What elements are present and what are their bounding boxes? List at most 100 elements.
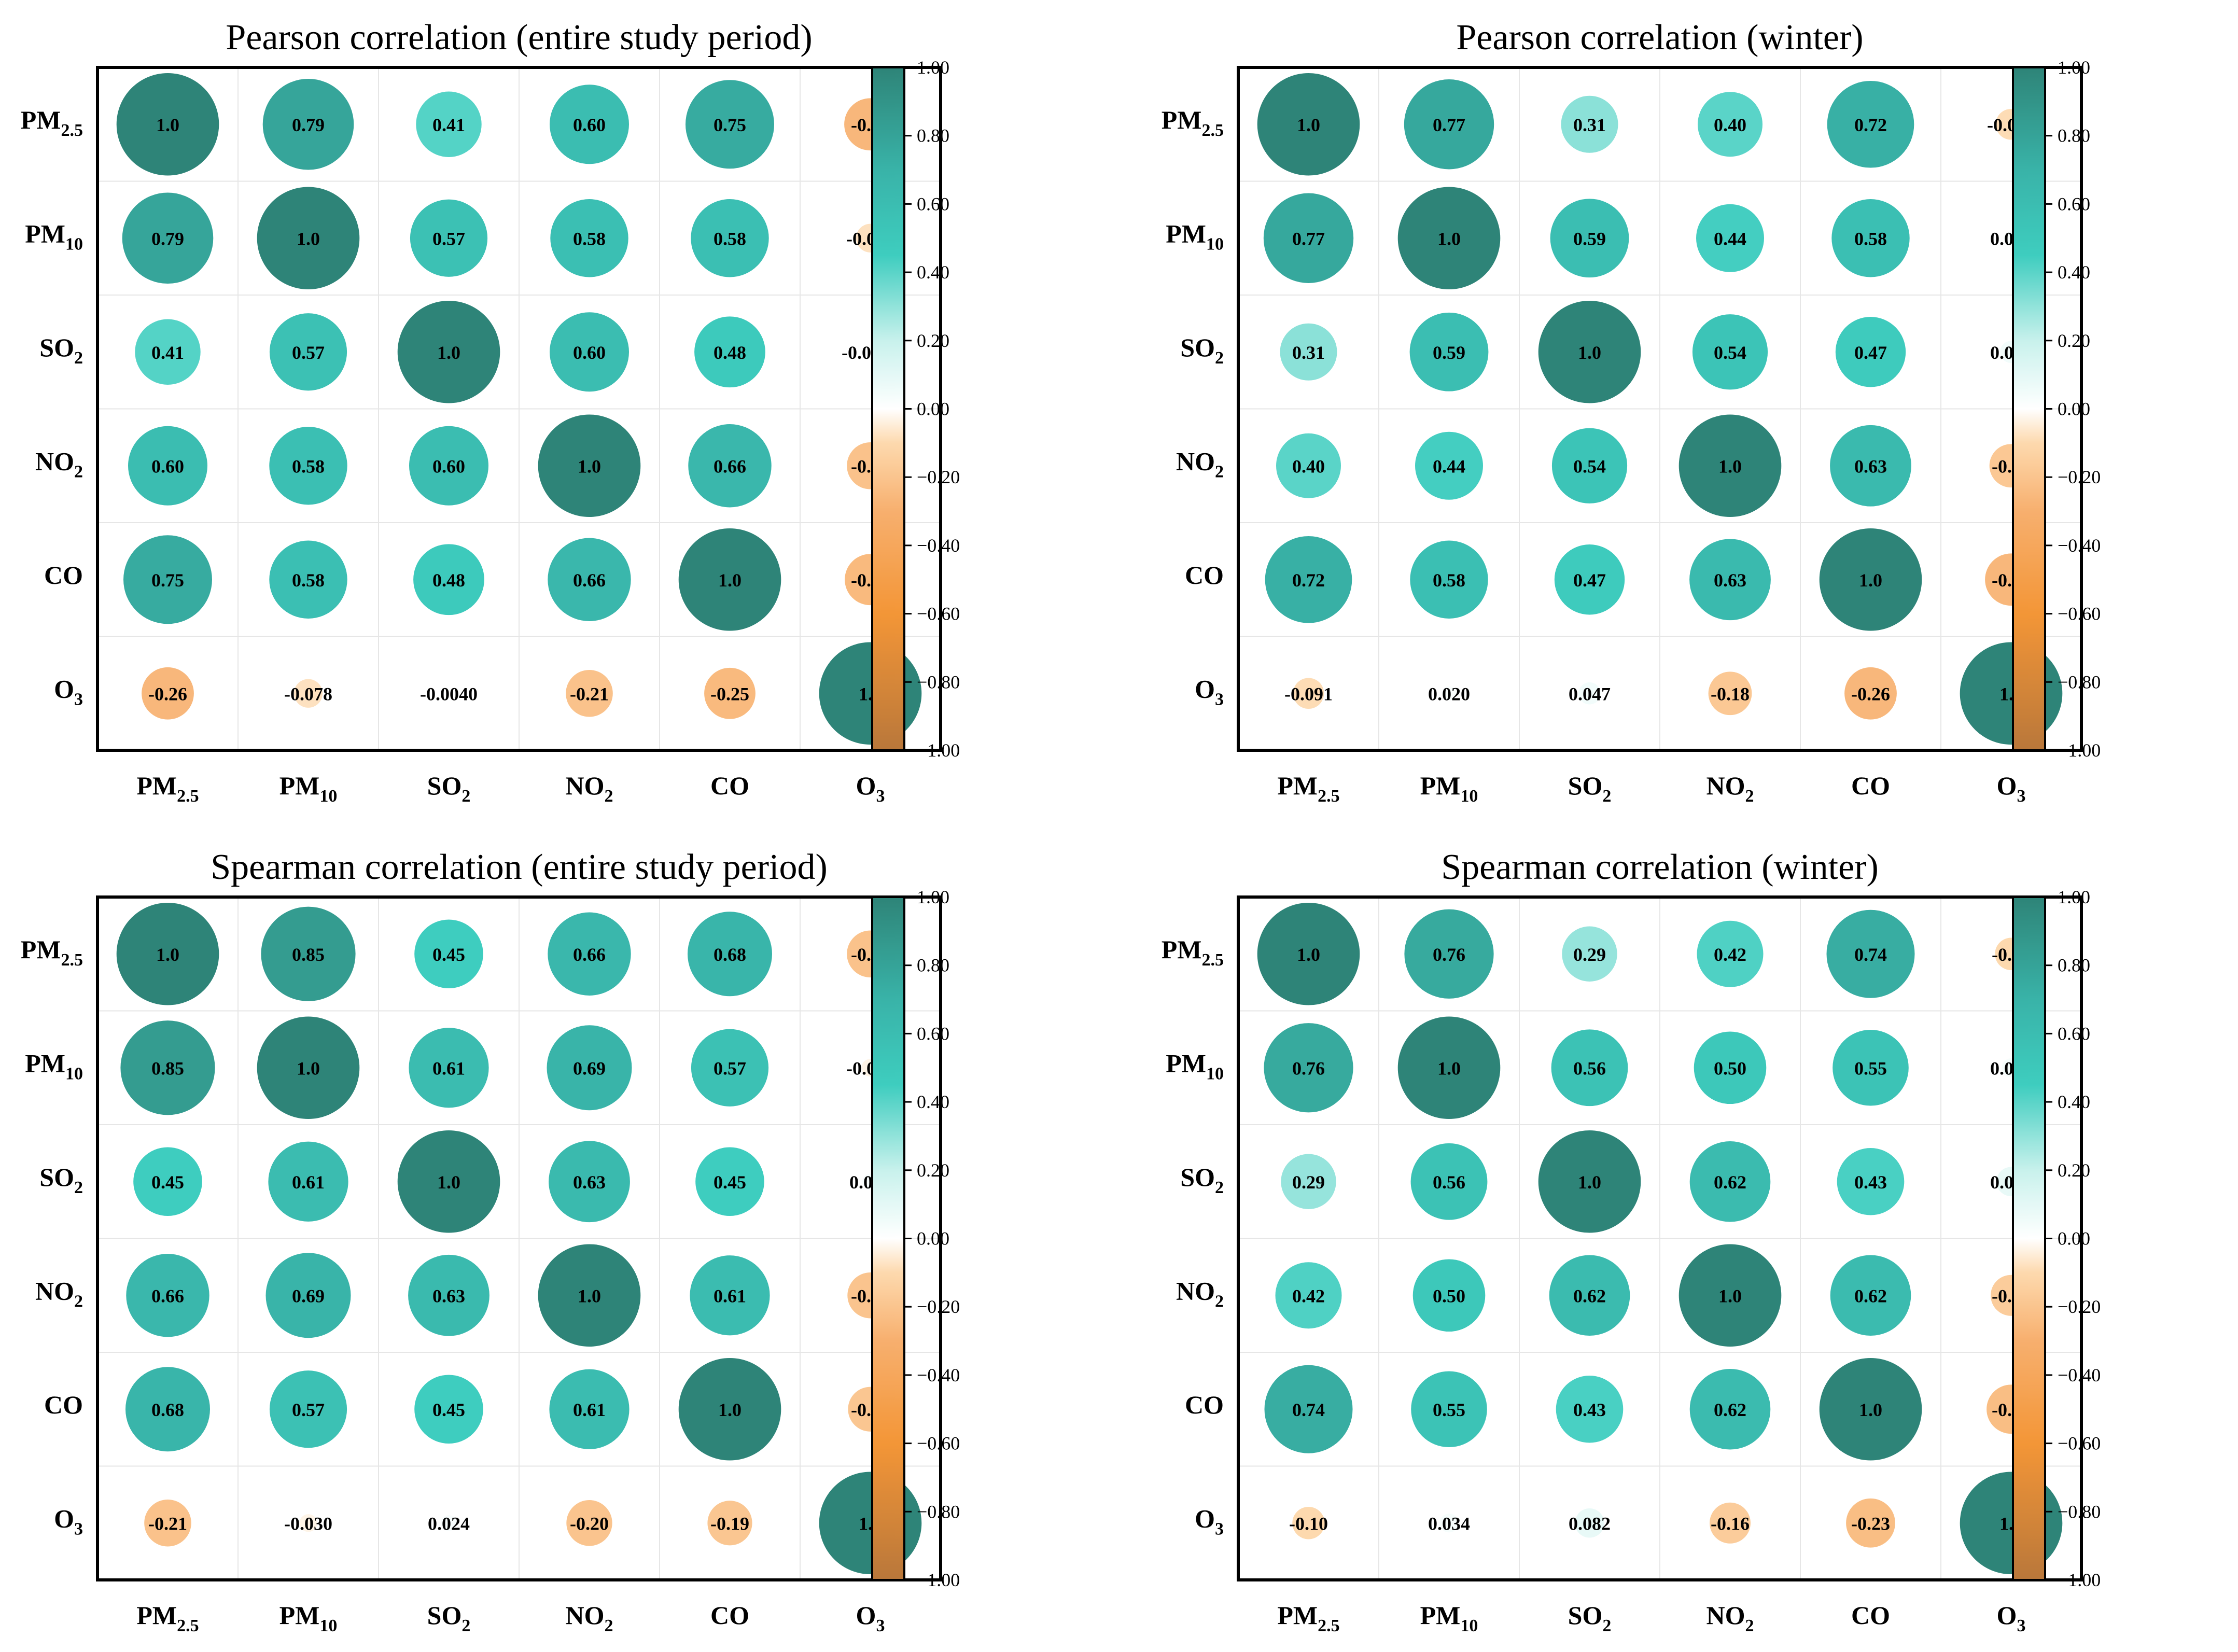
correlation-circle <box>688 912 772 997</box>
correlation-value: 0.66 <box>714 456 746 477</box>
correlation-circle <box>1549 1255 1630 1336</box>
correlation-value: 0.082 <box>1569 1513 1611 1534</box>
correlation-value: -0.20 <box>570 1513 609 1534</box>
correlation-value: 1.0 <box>156 944 179 965</box>
correlation-circle <box>1410 540 1488 619</box>
correlation-circle <box>261 906 356 1001</box>
x-tick-label: NO2 <box>566 1601 613 1635</box>
correlation-value: 0.77 <box>1433 115 1465 135</box>
colorbar-tick-label: −0.80 <box>2058 671 2101 692</box>
correlation-value: 0.61 <box>292 1172 325 1193</box>
correlation-circle <box>1835 317 1906 387</box>
colorbar-tick-label: −0.20 <box>917 467 960 487</box>
correlation-circle <box>116 73 219 176</box>
correlation-value: -0.19 <box>710 1513 749 1534</box>
correlation-circle <box>413 544 484 615</box>
correlation-circle <box>1412 1259 1486 1332</box>
correlation-value: 0.63 <box>1854 456 1887 477</box>
correlation-circle <box>416 91 482 157</box>
y-tick-label: NO2 <box>35 1276 83 1311</box>
correlation-circle <box>269 1370 347 1448</box>
colorbar-tick-label: 0.60 <box>917 193 949 214</box>
correlation-circle <box>1710 1502 1751 1544</box>
correlation-value: 0.034 <box>1428 1513 1470 1534</box>
colorbar-tick-label: 0.40 <box>2058 1091 2090 1112</box>
correlation-circle <box>128 426 207 506</box>
correlation-circle <box>1281 1154 1336 1209</box>
correlation-value: 0.55 <box>1854 1058 1887 1079</box>
correlation-circle <box>1257 73 1360 176</box>
colorbar-tick-label: −0.40 <box>2058 1365 2101 1385</box>
y-tick-label: O3 <box>1195 674 1224 709</box>
correlation-circle <box>695 1147 764 1216</box>
correlation-value: -0.26 <box>148 683 187 704</box>
correlation-circle <box>1694 1031 1767 1104</box>
correlation-circle <box>688 424 772 508</box>
correlation-circle <box>1263 193 1354 283</box>
y-tick-label: CO <box>44 561 83 590</box>
correlation-circle <box>550 312 629 392</box>
correlation-value: 0.74 <box>1292 1399 1325 1420</box>
colorbar-tick-label: −1.00 <box>917 740 960 761</box>
y-tick-label: CO <box>1185 561 1224 590</box>
correlation-circle <box>1554 544 1625 615</box>
correlation-value: 0.45 <box>714 1172 746 1193</box>
correlation-value: 1.0 <box>1437 228 1461 249</box>
plot-frame <box>1237 895 2083 1581</box>
correlation-circle <box>1575 1508 1604 1538</box>
correlation-circle <box>123 535 212 624</box>
correlation-value: -0.18 <box>1711 683 1750 704</box>
colorbar <box>871 66 905 751</box>
correlation-circle <box>265 1253 351 1338</box>
correlation-circle <box>1697 920 1764 987</box>
correlation-circle <box>409 1028 489 1108</box>
x-tick-label: CO <box>1851 771 1890 800</box>
correlation-circle <box>1551 1029 1628 1107</box>
correlation-value: 0.66 <box>573 944 606 965</box>
correlation-circle <box>1689 539 1771 621</box>
x-tick-label: SO2 <box>1568 771 1612 806</box>
correlation-circle <box>1831 199 1910 277</box>
correlation-value: 1.0 <box>297 228 320 249</box>
correlation-value: 0.42 <box>1714 944 1746 965</box>
correlation-value: 0.024 <box>428 1513 470 1534</box>
colorbar-tick-label: −0.80 <box>917 671 960 692</box>
colorbar-tick-label: 0.60 <box>2058 1023 2090 1044</box>
colorbar-tick-label: −0.20 <box>2058 1296 2101 1317</box>
correlation-value: 0.76 <box>1292 1058 1325 1079</box>
correlation-circle <box>1689 1368 1771 1450</box>
correlation-circle <box>1556 1375 1624 1443</box>
correlation-value: 1.0 <box>156 115 179 135</box>
correlation-value: 0.62 <box>1714 1172 1746 1193</box>
x-tick-label: CO <box>1851 1601 1890 1630</box>
colorbar-tick-label: −0.20 <box>2058 467 2101 487</box>
y-tick-label: PM10 <box>25 219 83 254</box>
y-tick-label: SO2 <box>1180 333 1224 368</box>
x-tick-label: O3 <box>1997 1601 2026 1635</box>
correlation-circle <box>122 192 214 284</box>
correlation-value: 0.62 <box>1714 1399 1746 1420</box>
correlation-value: -0.078 <box>284 683 332 704</box>
correlation-value: 1.0 <box>1578 1172 1601 1193</box>
colorbar-tick-label: 0.40 <box>917 262 949 283</box>
x-tick-label: NO2 <box>566 771 613 806</box>
colorbar-tick-label: 1.00 <box>917 57 949 78</box>
x-tick-label: PM10 <box>279 1601 338 1635</box>
colorbar <box>2012 66 2046 751</box>
correlation-circle <box>1411 1371 1487 1448</box>
correlation-circle <box>548 538 631 621</box>
correlation-value: 1.0 <box>1297 944 1320 965</box>
correlation-circle <box>269 540 347 619</box>
correlation-value: 0.58 <box>292 456 325 477</box>
correlation-value: 0.62 <box>1573 1285 1606 1306</box>
correlation-value: 0.44 <box>1714 228 1746 249</box>
correlation-value: 0.47 <box>1854 342 1887 363</box>
correlation-value: 0.63 <box>432 1285 465 1306</box>
correlation-panel: Pearson correlation (entire study period… <box>21 18 960 806</box>
correlation-value: 0.61 <box>432 1058 465 1079</box>
correlation-value: 0.76 <box>1433 944 1465 965</box>
correlation-panel: Pearson correlation (winter) 1.0 0.77 0.31 0… <box>1162 18 2101 806</box>
chart-title: Pearson correlation (winter) <box>1456 18 1863 58</box>
correlation-circle <box>1409 312 1489 391</box>
correlation-value: 0.61 <box>573 1399 606 1420</box>
